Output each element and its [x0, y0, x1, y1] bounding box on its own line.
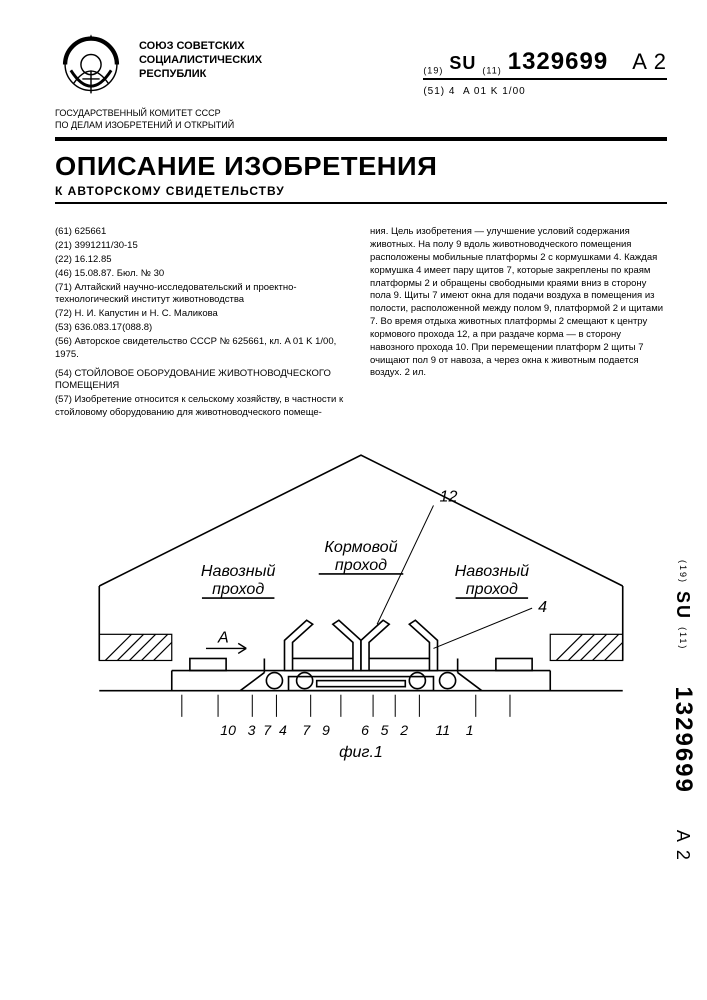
side-code11-label: (11): [678, 627, 688, 650]
ipc-code: A 01 K 1/00: [463, 86, 526, 97]
kind-code: A 2: [632, 49, 667, 74]
field-21: (21) 3991211/30-15: [55, 240, 352, 253]
field-46: (46) 15.08.87. Бюл. № 30: [55, 268, 352, 281]
state-emblem: [55, 30, 127, 102]
field-72: (72) Н. И. Капустин и Н. С. Маликова: [55, 308, 352, 321]
right-column: ния. Цель изобретения — улучшение услови…: [370, 226, 667, 420]
side-country-code: SU: [673, 591, 693, 620]
svg-text:проход: проход: [335, 556, 387, 574]
publication-number: 1329699: [508, 48, 608, 75]
left-column: (61) 625661 (21) 3991211/30-15 (22) 16.1…: [55, 226, 352, 420]
field-57: (57) Изобретение относится к сельскому х…: [55, 394, 352, 420]
union-line: СОЮЗ СОВЕТСКИХ: [139, 40, 262, 54]
svg-text:фиг.1: фиг.1: [339, 743, 383, 761]
committee-line: ГОСУДАРСТВЕННЫЙ КОМИТЕТ СССР: [55, 108, 667, 120]
document-subtitle: К АВТОРСКОМУ СВИДЕТЕЛЬСТВУ: [55, 184, 667, 198]
committee-line: ПО ДЕЛАМ ИЗОБРЕТЕНИЙ И ОТКРЫТИЙ: [55, 120, 667, 132]
svg-text:А: А: [217, 628, 229, 646]
svg-text:12: 12: [440, 487, 458, 505]
publication-codes: (19) SU (11) 1329699 A 2 (51) 4 A 01 K 1…: [423, 30, 667, 97]
code11-label: (11): [482, 66, 501, 76]
field-61: (61) 625661: [55, 226, 352, 239]
ipc-label: (51) 4: [423, 86, 455, 97]
field-54: (54) СТОЙЛОВОЕ ОБОРУДОВАНИЕ ЖИВОТНОВОДЧЕ…: [55, 368, 352, 394]
field-53: (53) 636.083.17(088.8): [55, 322, 352, 335]
union-line: СОЦИАЛИСТИЧЕСКИХ: [139, 54, 262, 68]
union-name: СОЮЗ СОВЕТСКИХ СОЦИАЛИСТИЧЕСКИХ РЕСПУБЛИ…: [139, 30, 262, 81]
side-code19-label: (19): [678, 560, 688, 584]
divider: [55, 137, 667, 141]
figure-1: Кормовой проход Навозный проход Навозный…: [55, 435, 667, 767]
svg-text:10 3 7 4 7 9 6: 10 3 7 4 7 9 6 5 2 11 1: [220, 722, 473, 738]
country-code: SU: [449, 53, 476, 73]
bibliographic-columns: (61) 625661 (21) 3991211/30-15 (22) 16.1…: [55, 226, 667, 420]
field-56: (56) Авторское свидетельство СССР № 6256…: [55, 336, 352, 362]
svg-text:Навозный: Навозный: [455, 562, 530, 580]
document-title: ОПИСАНИЕ ИЗОБРЕТЕНИЯ: [55, 151, 698, 182]
svg-text:Кормовой: Кормовой: [324, 538, 397, 556]
side-kind-code: A 2: [673, 830, 693, 862]
svg-text:проход: проход: [212, 580, 264, 598]
svg-text:Навозный: Навозный: [201, 562, 276, 580]
svg-text:проход: проход: [466, 580, 518, 598]
code19-label: (19): [423, 66, 443, 76]
field-71: (71) Алтайский научно-исследовательский …: [55, 282, 352, 308]
divider: [55, 202, 667, 204]
union-line: РЕСПУБЛИК: [139, 68, 262, 82]
abstract-continuation: ния. Цель изобретения — улучшение услови…: [370, 226, 667, 380]
svg-text:4: 4: [538, 598, 547, 616]
committee-name: ГОСУДАРСТВЕННЫЙ КОМИТЕТ СССР ПО ДЕЛАМ ИЗ…: [55, 108, 667, 131]
field-22: (22) 16.12.85: [55, 254, 352, 267]
side-publication-number: 1329699: [670, 686, 697, 793]
side-publication-code: (19) SU (11) 1329699 A 2: [669, 560, 697, 862]
